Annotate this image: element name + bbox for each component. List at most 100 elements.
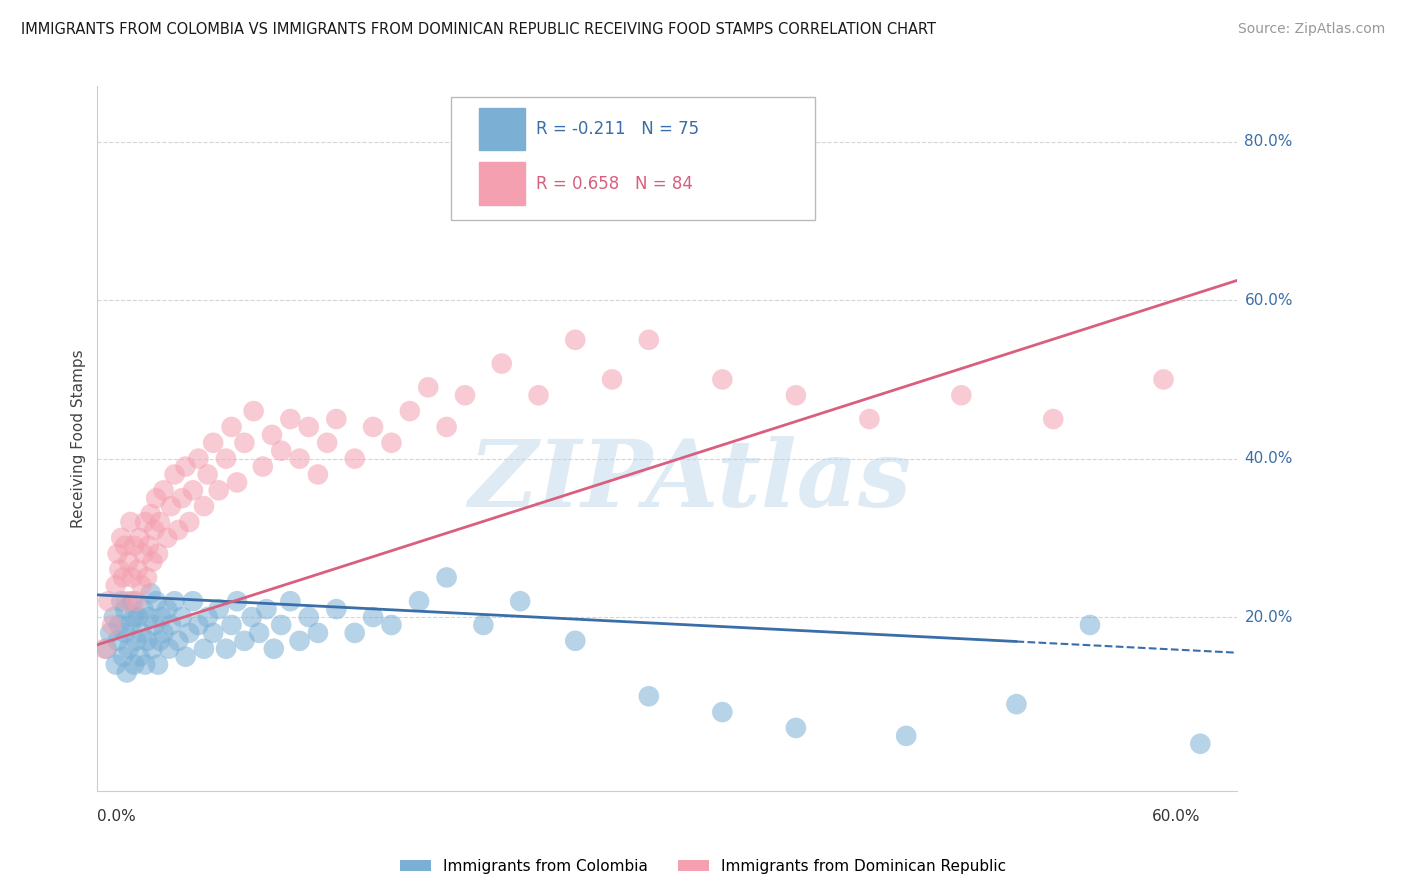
Point [143,523,166,537]
Point [436,420,458,434]
Point [242,404,264,418]
Point [141,555,163,569]
Point [132,602,155,616]
Point [156,602,179,616]
Text: R = 0.658   N = 84: R = 0.658 N = 84 [536,175,693,193]
Point [136,633,159,648]
Point [418,380,440,394]
Point [950,388,973,402]
Point [202,626,225,640]
Point [131,626,153,640]
Point [288,633,311,648]
Point [117,555,139,569]
Point [107,547,129,561]
Point [307,626,329,640]
Point [146,657,169,672]
Point [125,594,148,608]
Point [139,507,162,521]
Point [120,515,142,529]
Point [221,618,243,632]
Point [122,539,145,553]
Point [280,594,302,608]
Text: 60.0%: 60.0% [1244,293,1294,308]
Point [110,531,132,545]
Point [221,420,243,434]
Point [785,388,807,402]
Point [197,467,219,482]
Point [564,633,586,648]
Point [343,451,366,466]
Point [247,626,270,640]
Text: 40.0%: 40.0% [1244,451,1292,467]
Text: 20.0%: 20.0% [1244,609,1292,624]
Text: ZIPAtlas: ZIPAtlas [468,436,911,526]
Point [112,570,135,584]
Text: 60.0%: 60.0% [1152,809,1201,824]
Point [181,483,204,498]
Point [187,618,209,632]
Text: Source: ZipAtlas.com: Source: ZipAtlas.com [1237,22,1385,37]
Point [143,618,166,632]
Point [128,649,150,664]
Point [1042,412,1064,426]
Point [150,610,173,624]
Point [104,657,127,672]
Point [193,641,215,656]
Point [270,618,292,632]
Point [226,475,249,490]
Point [325,602,347,616]
Point [121,570,143,584]
Text: 80.0%: 80.0% [1244,135,1292,149]
Point [134,657,156,672]
Point [325,412,347,426]
Point [128,531,150,545]
Point [163,467,186,482]
Legend: Immigrants from Colombia, Immigrants from Dominican Republic: Immigrants from Colombia, Immigrants fro… [394,853,1012,880]
Point [1078,618,1101,632]
Point [454,388,477,402]
Point [564,333,586,347]
Point [179,626,201,640]
Point [152,483,174,498]
Point [167,523,190,537]
Point [112,649,135,664]
Point [127,562,149,576]
Point [298,610,321,624]
Point [187,451,209,466]
Point [1005,697,1028,711]
Point [170,491,193,506]
Point [121,594,143,608]
Point [108,562,131,576]
Point [134,515,156,529]
Point [96,641,118,656]
Point [149,515,172,529]
Point [136,570,159,584]
Point [114,539,136,553]
Point [108,618,131,632]
Point [307,467,329,482]
Point [114,626,136,640]
Point [226,594,249,608]
Point [98,626,121,640]
Point [138,539,160,553]
Point [1189,737,1212,751]
Bar [479,162,524,205]
Point [711,372,734,386]
Point [527,388,550,402]
Point [316,435,339,450]
Point [858,412,880,426]
Point [256,602,278,616]
Point [361,420,384,434]
Point [1244,396,1267,410]
Point [509,594,531,608]
Point [181,594,204,608]
Text: 0.0%: 0.0% [97,809,136,824]
Point [215,641,238,656]
Point [252,459,274,474]
Point [436,570,458,584]
Point [280,412,302,426]
Point [260,428,283,442]
Y-axis label: Receiving Food Stamps: Receiving Food Stamps [72,350,86,528]
Point [103,610,125,624]
Point [160,618,183,632]
